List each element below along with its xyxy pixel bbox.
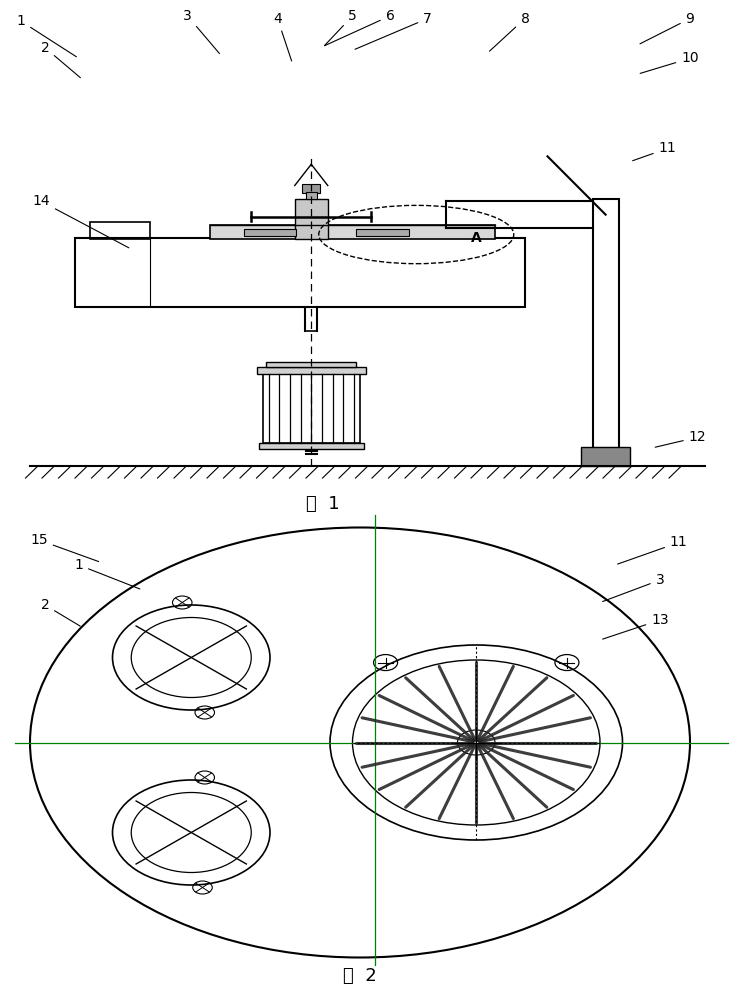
Text: 8: 8 (490, 12, 530, 51)
Text: 图  1: 图 1 (306, 494, 339, 512)
Bar (262, 374, 360, 443)
Text: 9: 9 (640, 12, 694, 44)
Text: 2: 2 (40, 598, 80, 626)
Bar (581, 447, 630, 466)
Bar (302, 184, 320, 193)
Bar (306, 192, 316, 199)
Text: 5: 5 (325, 9, 357, 46)
Text: 6: 6 (325, 9, 394, 45)
Text: 3: 3 (183, 9, 220, 54)
Bar (256, 367, 366, 374)
Bar (210, 225, 495, 238)
Text: 14: 14 (32, 194, 129, 248)
Bar (266, 362, 356, 367)
Text: A: A (471, 232, 482, 245)
Bar (295, 199, 328, 238)
Text: 3: 3 (602, 573, 664, 602)
Text: 13: 13 (603, 613, 669, 639)
Text: 10: 10 (640, 51, 699, 73)
Text: 15: 15 (30, 533, 99, 562)
Text: 11: 11 (632, 141, 676, 161)
Bar (356, 229, 409, 236)
Bar (259, 443, 364, 449)
Bar (90, 222, 150, 238)
Bar (75, 238, 525, 307)
Text: 4: 4 (273, 12, 292, 61)
Text: 1: 1 (16, 14, 76, 57)
Text: 12: 12 (656, 430, 706, 447)
Text: 7: 7 (355, 12, 432, 49)
Bar (244, 229, 296, 236)
Text: 图  2: 图 2 (343, 967, 376, 985)
Bar (592, 199, 619, 448)
Text: 1: 1 (74, 558, 140, 589)
Text: 2: 2 (40, 41, 80, 78)
Text: 11: 11 (617, 536, 688, 564)
